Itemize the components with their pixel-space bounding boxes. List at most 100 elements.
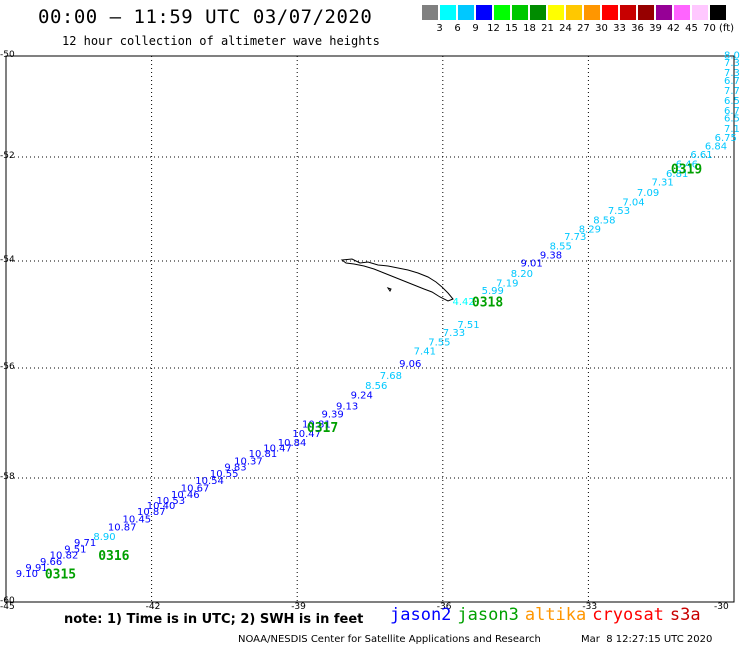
scale-label: 24 — [559, 23, 572, 34]
swh-observation: 4.42 — [453, 297, 475, 308]
observation-layer: 9.109.919.6610.829.519.718.9010.8710.451… — [16, 51, 740, 581]
legend-s3a: s3a — [669, 605, 701, 625]
swh-observation: 10.37 — [234, 456, 263, 467]
longitude-label: -30 — [714, 602, 729, 612]
swh-observation: 9.10 — [16, 569, 38, 580]
swh-observation: 10.87 — [108, 523, 137, 534]
map-frame — [5, 55, 735, 603]
latitude-label: -54 — [0, 255, 15, 265]
swh-observation: 10.82 — [50, 551, 79, 562]
scale-label: 9 — [472, 23, 479, 34]
swh-observation: 8.20 — [511, 269, 533, 280]
scale-label: 70 — [703, 23, 716, 34]
swh-observation: 6.46 — [676, 159, 698, 170]
scale-label: 21 — [541, 23, 554, 34]
map-subtitle: 12 hour collection of altimeter wave hei… — [62, 34, 380, 48]
swh-observation: 10.81 — [249, 449, 278, 460]
scale-label: 30 — [595, 23, 608, 34]
swh-observation: 9.91 — [25, 563, 47, 574]
track-time-label: 0315 — [45, 567, 76, 582]
scale-label: 18 — [523, 23, 536, 34]
scale-swatch — [674, 5, 691, 20]
swh-observation: 7.55 — [428, 338, 450, 349]
scale-label: 33 — [613, 23, 626, 34]
swh-observation: 7.04 — [622, 197, 644, 208]
scale-swatch — [548, 5, 565, 20]
swh-observation: 10.47 — [292, 429, 321, 440]
swh-observation: 10.84 — [278, 438, 307, 449]
swh-observation: 9.51 — [64, 544, 86, 555]
scale-label: 36 — [631, 23, 644, 34]
scale-swatch — [440, 5, 457, 20]
lat-lon-grid — [6, 56, 734, 602]
scale-swatch — [530, 5, 547, 20]
swh-observation: 6.71 — [724, 76, 740, 87]
latitude-label: -60 — [0, 596, 15, 606]
swh-observation: 7.73 — [564, 232, 586, 243]
swh-observation: 6.58 — [724, 114, 740, 125]
scale-label: 3 — [436, 23, 443, 34]
legend-jason3: jason3 — [457, 605, 519, 625]
swh-observation: 10.45 — [122, 515, 151, 526]
scale-swatch — [584, 5, 601, 20]
longitude-label: -45 — [0, 602, 15, 612]
scale-swatch — [494, 5, 511, 20]
scale-swatch — [602, 5, 619, 20]
swh-observation: 8.55 — [550, 242, 572, 253]
scale-swatch — [458, 5, 475, 20]
coastline-south-georgia — [340, 258, 454, 302]
scale-unit: (ft) — [719, 23, 735, 34]
swh-observation: 7.41 — [414, 347, 436, 358]
longitude-label: -33 — [582, 602, 598, 612]
swh-observation: 10.53 — [156, 496, 185, 507]
note-text: note: 1) Time is in UTC; 2) SWH is in fe… — [64, 612, 364, 627]
track-time-label: 0316 — [98, 549, 129, 564]
track-time-label: 0319 — [671, 163, 702, 178]
swh-observation: 10.67 — [181, 484, 210, 495]
swh-observation: 7.31 — [651, 178, 673, 189]
scale-label: 39 — [649, 23, 662, 34]
map-title: 00:00 — 11:59 UTC 03/07/2020 — [38, 6, 373, 28]
scale-swatch — [710, 5, 727, 20]
swh-observation: 6.81 — [666, 169, 688, 180]
scale-label: 12 — [487, 23, 500, 34]
scale-swatch — [692, 5, 709, 20]
scale-label: 27 — [577, 23, 590, 34]
swh-observation: 9.13 — [336, 401, 358, 412]
latitude-label: -56 — [0, 362, 15, 372]
swh-observation: 7.15 — [724, 124, 740, 135]
swh-observation: 5.99 — [482, 286, 504, 297]
swh-observation: 9.06 — [399, 359, 421, 370]
credit-text: NOAA/NESDIS Center for Satellite Applica… — [238, 634, 541, 645]
coastline-islet — [386, 287, 392, 292]
scale-swatch — [638, 5, 655, 20]
swh-observation: 6.58 — [724, 96, 740, 107]
track-label-layer: 0315 0316 0317 0318 0319 — [45, 163, 702, 583]
legend-jason2: jason2 — [390, 605, 452, 625]
swh-observation: 8.58 — [593, 216, 615, 227]
swh-observation: 10.46 — [171, 490, 200, 501]
scale-swatch — [656, 5, 673, 20]
swh-observation: 6.75 — [715, 133, 737, 144]
swh-observation: 10.54 — [195, 476, 224, 487]
swh-observation: 7.51 — [457, 320, 479, 331]
satellite-legend: jason2 jason3 altika cryosat s3a — [390, 605, 707, 625]
swh-observation: 8.03 — [724, 51, 740, 62]
swh-observation: 10.55 — [210, 469, 239, 480]
scale-swatch — [422, 5, 439, 20]
latitude-label: -50 — [0, 50, 15, 60]
swh-observation: 9.01 — [520, 258, 542, 269]
scale-swatch — [620, 5, 637, 20]
swh-observation: 7.53 — [608, 206, 630, 217]
legend-cryosat: cryosat — [592, 605, 664, 625]
longitude-label: -36 — [436, 602, 452, 612]
swh-observation: 10.47 — [263, 444, 292, 455]
swh-observation: 6.78 — [724, 106, 740, 117]
scale-label: 15 — [505, 23, 518, 34]
swh-observation: 7.71 — [724, 86, 740, 97]
swh-observation: 9.83 — [224, 462, 246, 473]
track-time-label: 0317 — [307, 421, 338, 436]
scale-swatch — [476, 5, 493, 20]
swh-observation: 10.87 — [137, 507, 166, 518]
swh-observation: 10.81 — [302, 419, 331, 430]
